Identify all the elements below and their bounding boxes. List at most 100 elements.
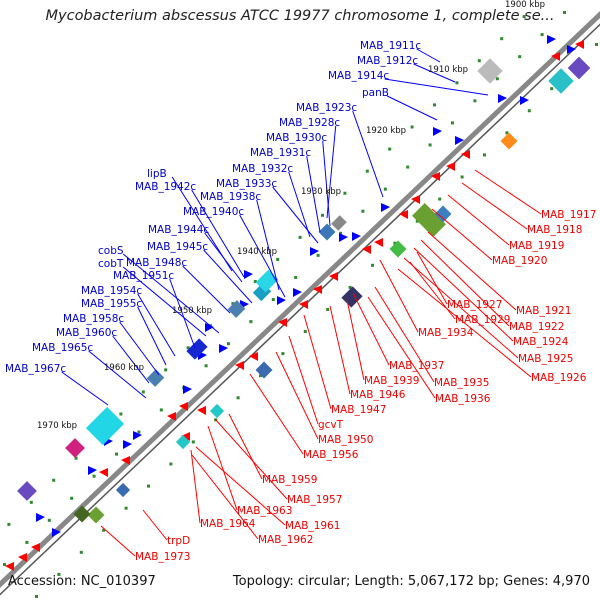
reverse-gene-label: MAB_1959 (262, 474, 317, 486)
tick-mark (371, 263, 374, 267)
tick-mark (500, 37, 504, 41)
forward-gene-arrow (381, 203, 390, 212)
forward-gene-label: MAB_1914c (328, 70, 389, 82)
forward-gene-arrow (277, 296, 286, 305)
reverse-gene-arrow (18, 553, 27, 562)
tick-mark (102, 528, 106, 532)
forward-gene-arrow (183, 385, 192, 394)
reverse-leader-line (474, 169, 542, 215)
tick-mark (460, 175, 464, 179)
forward-gene-label: MAB_1958c (63, 313, 124, 325)
reverse-leader-line (374, 286, 435, 383)
reverse-gene-arrow (551, 52, 560, 61)
tick-mark (231, 302, 235, 306)
forward-leader-line (191, 189, 245, 278)
reverse-gene-arrow (431, 172, 440, 181)
reverse-leader-line (367, 296, 436, 399)
tick-mark (147, 484, 150, 488)
forward-gene-label: MAB_1951c (113, 270, 174, 282)
reverse-leader-line (303, 314, 332, 410)
scale-tick-label: 1930 kbp (301, 187, 341, 197)
forward-leader-line (203, 249, 253, 304)
tick-mark (393, 241, 397, 245)
tick-mark (259, 374, 262, 378)
tick-mark (281, 352, 285, 356)
forward-gene-block (227, 300, 246, 318)
reverse-gene-block (175, 434, 191, 450)
forward-leader-line (386, 95, 438, 121)
forward-gene-block (318, 223, 336, 241)
reverse-gene-label: MAB_1957 (287, 494, 342, 506)
tick-mark (455, 81, 459, 85)
reverse-gene-label: MAB_1921 (516, 305, 571, 317)
reverse-gene-block (341, 286, 363, 308)
tick-mark (271, 298, 275, 302)
forward-gene-arrow (498, 94, 507, 103)
reverse-gene-block (500, 132, 518, 150)
tick-mark (365, 169, 369, 173)
forward-leader-line (384, 78, 489, 96)
tick-mark (52, 478, 56, 482)
tick-mark (540, 33, 544, 37)
tick-mark (124, 506, 128, 510)
forward-leader-line (256, 199, 280, 291)
scale-tick-label: 1910 kbp (428, 65, 468, 75)
forward-leader-line (122, 253, 220, 334)
tick-mark (361, 209, 365, 213)
forward-gene-arrow (88, 466, 97, 475)
forward-gene-label: MAB_1960c (56, 327, 117, 339)
reverse-leader-line (416, 251, 448, 305)
reverse-leader-line (100, 525, 136, 557)
tick-mark (316, 253, 320, 257)
tick-mark (249, 320, 253, 324)
reverse-leader-line (352, 292, 390, 366)
reverse-gene-label: MAB_1917 (541, 209, 596, 221)
reverse-gene-block (412, 203, 446, 237)
forward-leader-line (288, 171, 311, 238)
tick-mark (253, 280, 257, 284)
forward-gene-label: MAB_1930c (266, 132, 327, 144)
reverse-gene-arrow (278, 318, 287, 327)
forward-gene-label: MAB_1954c (81, 285, 142, 297)
forward-gene-arrow (339, 233, 348, 242)
scale-tick-label: 1900 kbp (505, 0, 545, 10)
forward-gene-label: lipB (147, 168, 167, 180)
tick-mark (227, 342, 230, 346)
forward-gene-arrow (567, 45, 576, 54)
tick-mark (527, 109, 531, 113)
reverse-gene-label: MAB_1935 (434, 377, 489, 389)
forward-gene-arrow (205, 323, 214, 332)
tick-mark (7, 522, 11, 526)
forward-gene-label: MAB_1945c (147, 241, 208, 253)
scale-tick-label: 1920 kbp (366, 126, 406, 136)
forward-leader-line (413, 63, 456, 83)
forward-gene-label: MAB_1965c (32, 342, 93, 354)
forward-leader-line (272, 186, 319, 244)
forward-gene-arrow (310, 247, 319, 256)
reverse-gene-label: MAB_1964 (200, 518, 256, 530)
forward-leader-line (239, 214, 286, 298)
forward-leader-line (137, 293, 176, 357)
forward-gene-arrow (52, 528, 61, 537)
reverse-leader-line (403, 257, 519, 359)
forward-gene-label: MAB_1940c (183, 206, 244, 218)
tick-mark (169, 462, 173, 466)
reverse-gene-block (434, 205, 452, 223)
tick-mark (321, 213, 324, 217)
forward-gene-label: MAB_1938c (200, 191, 261, 203)
reverse-gene-arrow (249, 352, 258, 361)
forward-gene-label: MAB_1948c (126, 257, 187, 269)
forward-gene-label: MAB_1967c (5, 363, 66, 375)
reverse-gene-label: MAB_1956 (303, 449, 359, 461)
reverse-gene-label: MAB_1963 (237, 505, 292, 517)
forward-gene-block (567, 56, 591, 80)
label-layer: 1900 kbp 1910 kbp 1920 kbp 1930 kbp 1940 kbp… (5, 0, 596, 563)
tick-mark (483, 153, 486, 157)
tick-mark (550, 87, 554, 91)
tick-mark (92, 474, 96, 478)
backbone-outer (0, 11, 600, 588)
reverse-gene-arrow (179, 402, 188, 411)
forward-gene-arrow (244, 270, 253, 279)
map-title: Mycobacterium abscessus ATCC 19977 chrom… (45, 8, 555, 24)
